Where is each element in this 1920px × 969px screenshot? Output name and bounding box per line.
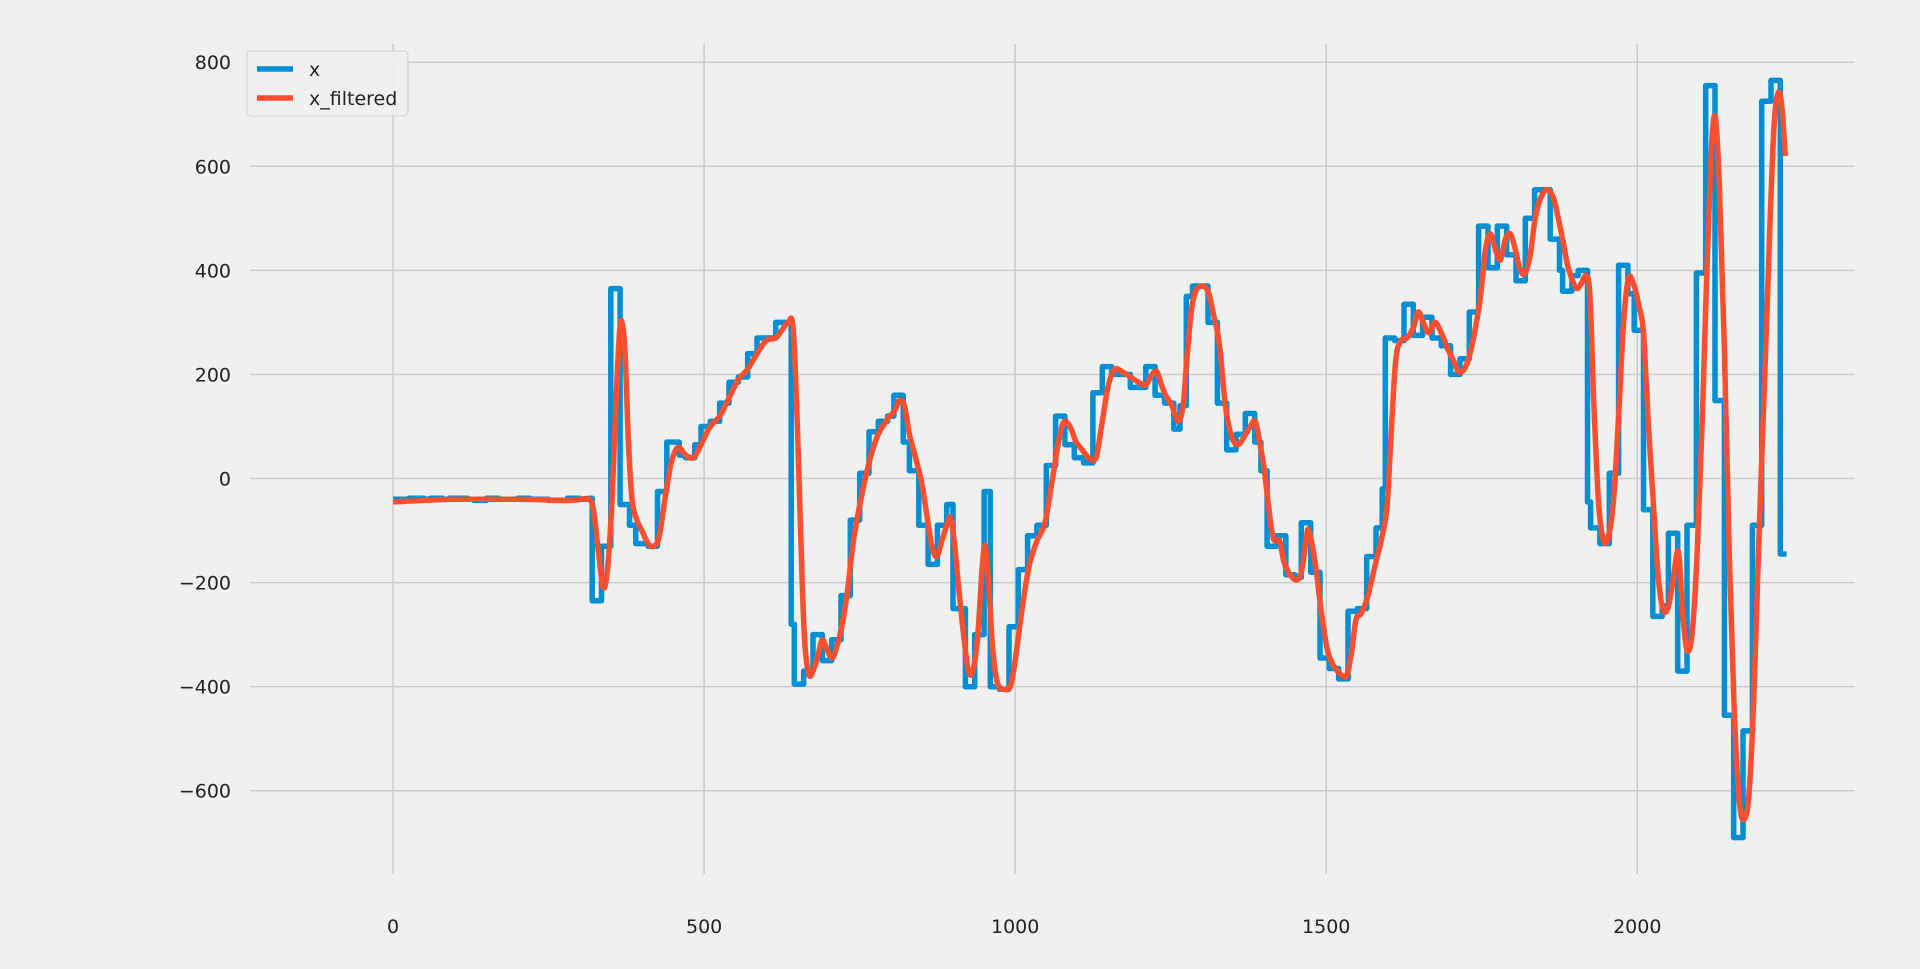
tick-labels: 0 500 1000 1500 20008006004002000−200−400−60… (179, 52, 1662, 938)
y-tick-label: −600 (179, 781, 231, 803)
series-line-x-filtered (392, 89, 1789, 823)
x-tick-label: 0 (387, 916, 399, 938)
series-line-x (393, 77, 1787, 841)
y-tick-label: 400 (195, 260, 231, 282)
y-tick-label: −400 (179, 677, 231, 699)
x-tick-label: 1500 (1302, 916, 1350, 938)
x-tick-label: 1000 (991, 916, 1039, 938)
y-tick-label: 600 (195, 156, 231, 178)
legend-label: x (309, 59, 320, 81)
y-tick-label: 0 (219, 469, 231, 491)
x-tick-label: 500 (686, 916, 722, 938)
x-tick-label: 2000 (1613, 916, 1661, 938)
y-tick-label: −200 (179, 573, 231, 595)
y-tick-label: 800 (195, 52, 231, 74)
legend: x x_filtered (246, 50, 409, 117)
y-tick-label: 200 (195, 364, 231, 386)
series-lines (392, 77, 1789, 841)
legend-label: x_filtered (309, 88, 397, 110)
